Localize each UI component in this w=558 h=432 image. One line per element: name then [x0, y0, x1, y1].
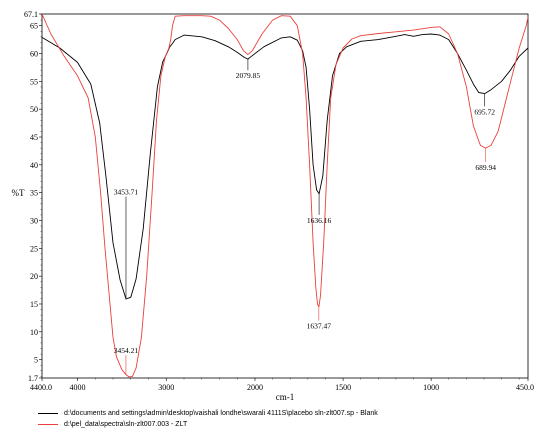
y-tick-label: 10	[30, 328, 38, 337]
y-tick-label: 65	[30, 22, 38, 31]
y-tick-label: 35	[30, 189, 38, 198]
x-tick-label: 4400.0	[30, 383, 52, 392]
legend-item-zlt: d:\pel_data\spectra\sln-zlt007.003 - ZLT	[38, 419, 378, 430]
x-tick-label: 1500	[335, 383, 351, 392]
y-tick-label: 67.1	[24, 10, 38, 19]
y-axis-title: %T	[12, 188, 25, 198]
series-line-zlt	[41, 13, 529, 378]
legend-item-blank: d:\documents and settings\admin\desktop\…	[38, 408, 378, 419]
x-tick-label: 4000	[70, 383, 86, 392]
y-tick-label: 5	[34, 356, 38, 365]
peak-label: 3453.71	[114, 188, 139, 197]
y-tick-label: 60	[30, 50, 38, 59]
y-tick-label: 30	[30, 216, 38, 225]
peak-label: 1636.16	[307, 216, 332, 225]
x-tick-label: 450.0	[516, 383, 534, 392]
x-tick-label: 1000	[423, 383, 439, 392]
legend-label-zlt: d:\pel_data\spectra\sln-zlt007.003 - ZLT	[64, 421, 188, 428]
y-tick-label: 55	[30, 77, 38, 86]
y-tick-label: 50	[30, 105, 38, 114]
peak-label: 689.94	[475, 163, 496, 172]
peak-label: 695.72	[474, 107, 495, 116]
legend-swatch-blank	[38, 413, 58, 414]
peak-label: 2079.85	[236, 71, 261, 80]
x-axis-title: cm-1	[276, 392, 295, 400]
y-tick-label: 45	[30, 133, 38, 142]
peak-label: 1637.47	[307, 322, 332, 331]
legend-swatch-zlt	[38, 424, 58, 425]
series-line-blank	[41, 33, 529, 300]
y-tick-label: 40	[30, 161, 38, 170]
x-tick-label: 2000	[247, 383, 263, 392]
x-tick-label: 3000	[158, 383, 174, 392]
y-tick-label: 25	[30, 244, 38, 253]
plot-frame	[41, 13, 529, 379]
y-tick-label: 20	[30, 272, 38, 281]
y-tick-label: 1.7	[28, 374, 38, 383]
y-tick-label: 15	[30, 300, 38, 309]
peak-label: 3454.21	[114, 346, 139, 355]
legend: d:\documents and settings\admin\desktop\…	[38, 408, 378, 430]
legend-label-blank: d:\documents and settings\admin\desktop\…	[64, 410, 378, 417]
